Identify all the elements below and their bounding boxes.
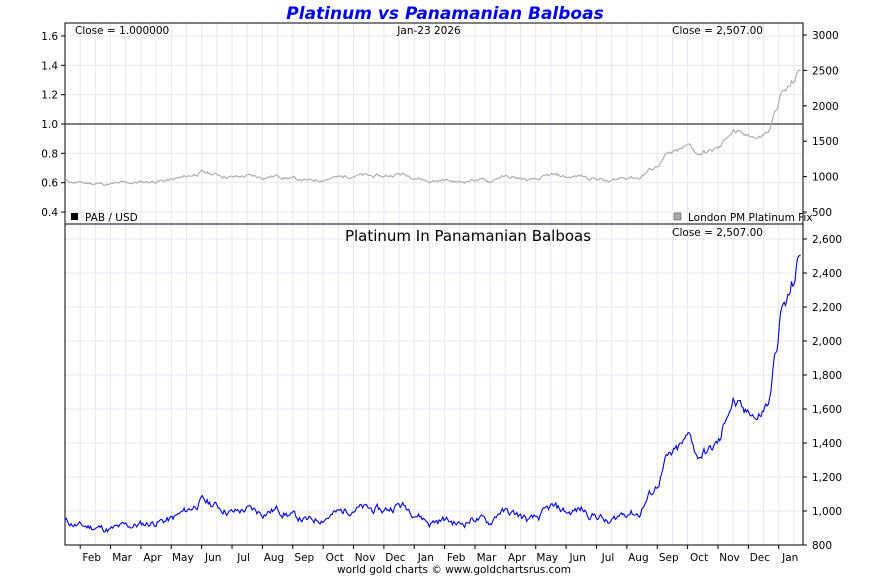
x-tick-label: May (172, 552, 194, 564)
top-series-group (64, 69, 803, 186)
top-date-label: Jan-23 2026 (396, 25, 461, 37)
x-tick-label: Oct (326, 552, 344, 564)
top-left-tick-label: 0.8 (41, 148, 58, 160)
top-left-close-label: Close = 1.000000 (75, 25, 169, 37)
x-tick-label: Feb (447, 552, 466, 564)
top-left-axis: 0.4 0.6 0.8 1.0 1.2 1.4 1.6 (41, 31, 65, 219)
legend-pab-label: PAB / USD (85, 212, 138, 224)
x-tick-label: Dec (750, 552, 771, 564)
legend-platinum-label: London PM Platinum Fix (688, 212, 813, 224)
legend-pab-swatch (71, 213, 78, 220)
x-tick-label: Nov (719, 552, 740, 564)
x-tick-label: Jan (417, 552, 434, 564)
bottom-right-axis: 800 1,000 1,200 1,400 1,600 1,800 2,000 2,200 2,… (803, 234, 842, 552)
bottom-right-tick-label: 1,600 (812, 404, 842, 416)
bottom-right-tick-label: 1,200 (812, 472, 842, 484)
top-right-tick-label: 2000 (812, 101, 839, 113)
x-tick-label: Sep (659, 552, 679, 564)
top-right-tick-label: 500 (812, 207, 832, 219)
x-tick-label: Jul (601, 552, 615, 564)
bottom-right-tick-label: 1,000 (812, 506, 842, 518)
bottom-close-label: Close = 2,507.00 (672, 227, 763, 239)
bottom-panel-grid (65, 224, 803, 546)
top-left-tick-label: 0.4 (41, 207, 58, 219)
bottom-right-tick-label: 2,400 (812, 268, 842, 280)
top-right-tick-label: 3000 (812, 30, 839, 42)
platinum-balboa-line (64, 254, 801, 533)
bottom-right-tick-label: 2,600 (812, 234, 842, 246)
bottom-right-tick-label: 800 (812, 540, 832, 552)
bottom-right-tick-label: 2,200 (812, 302, 842, 314)
x-tick-label: Aug (264, 552, 285, 564)
bottom-right-tick-label: 2,000 (812, 336, 842, 348)
top-left-tick-label: 1.6 (41, 31, 58, 43)
top-right-close-label: Close = 2,507.00 (672, 25, 763, 37)
top-left-tick-label: 1.4 (41, 60, 58, 72)
x-tick-label: May (536, 552, 558, 564)
x-tick-label: Jun (204, 552, 221, 564)
platinum-fix-line (64, 69, 801, 186)
top-left-tick-label: 1.0 (41, 119, 58, 131)
x-tick-label: Apr (508, 552, 527, 564)
bottom-panel-title: Platinum In Panamanian Balboas (345, 227, 591, 245)
credit-text: world gold charts © www.goldchartsrus.co… (337, 564, 571, 575)
x-tick-label: Aug (628, 552, 649, 564)
x-axis: Feb Mar Apr May Jun Jul Aug Sep Oct Nov Dec Jan Feb M… (79, 545, 798, 564)
x-tick-label: Jul (236, 552, 250, 564)
bottom-right-tick-label: 1,400 (812, 438, 842, 450)
top-right-tick-label: 1500 (812, 136, 839, 148)
x-tick-label: Feb (82, 552, 101, 564)
bottom-panel-frame (64, 223, 804, 546)
x-tick-label: Dec (385, 552, 406, 564)
x-tick-label: Nov (355, 552, 376, 564)
bottom-series-group (64, 254, 801, 533)
top-left-tick-label: 1.2 (41, 90, 58, 102)
top-right-tick-label: 1000 (812, 172, 839, 184)
legend-platinum-swatch (673, 212, 682, 221)
top-right-tick-label: 2500 (812, 65, 839, 77)
top-right-axis: 500 1000 1500 2000 2500 3000 (803, 30, 839, 219)
chart-title: Platinum vs Panamanian Balboas (286, 4, 603, 24)
x-tick-label: Sep (294, 552, 314, 564)
x-tick-label: Mar (112, 552, 132, 564)
x-tick-label: Oct (690, 552, 708, 564)
x-tick-label: Mar (477, 552, 497, 564)
x-tick-label: Jan (781, 552, 798, 564)
x-tick-label: Jun (568, 552, 585, 564)
bottom-right-tick-label: 1,800 (812, 370, 842, 382)
top-left-tick-label: 0.6 (41, 178, 58, 190)
x-tick-label: Apr (143, 552, 162, 564)
